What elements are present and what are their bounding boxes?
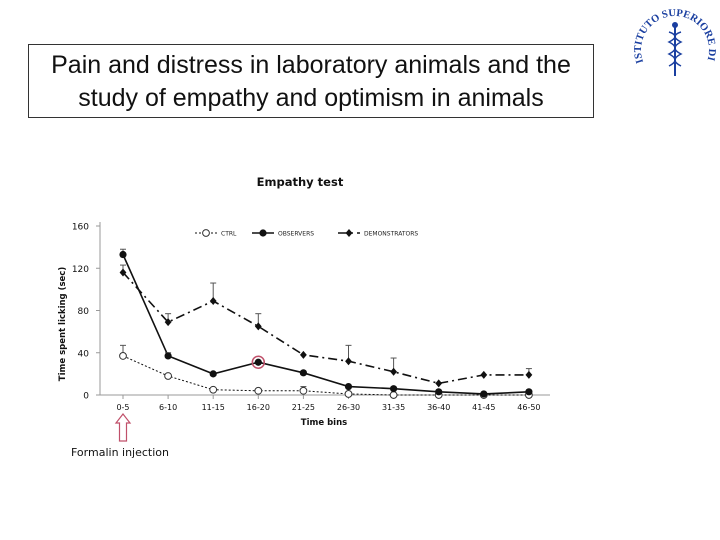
demonstrators-point	[390, 367, 397, 376]
ctrl-point	[389, 391, 398, 399]
demonstrators-point	[345, 229, 353, 237]
observers-point	[259, 229, 267, 237]
demonstrators-point	[480, 370, 488, 379]
y-tick-label: 120	[72, 265, 89, 275]
observers-point	[299, 369, 307, 377]
x-tick-label: 0-5	[116, 403, 129, 412]
observers-line	[122, 254, 529, 395]
y-tick-label: 160	[72, 223, 89, 233]
x-tick-label: 31-35	[382, 403, 405, 412]
y-axis-label: Time spent licking (sec)	[58, 267, 68, 382]
demonstrators-point	[525, 370, 533, 379]
x-tick-label: 36-40	[427, 403, 450, 412]
legend-marker-observers	[259, 229, 267, 237]
highlight-ring	[251, 355, 266, 370]
demonstrators-point	[209, 296, 217, 305]
ctrl-point	[299, 386, 308, 395]
observers-point	[480, 390, 488, 398]
logo-seal: ISTITUTO SUPERIORE DI SANITÀ	[632, 2, 717, 76]
x-tick-label: 6-10	[159, 403, 177, 412]
demonstrators-point	[435, 379, 443, 388]
x-tick-label: 11-15	[202, 403, 225, 412]
formalin-injection-label: Formalin injection	[71, 446, 170, 459]
x-tick-label: 21-25	[292, 403, 315, 412]
observers-point	[119, 250, 127, 259]
ctrl-point	[254, 386, 263, 395]
arrow-up-icon	[114, 413, 132, 442]
ctrl-point	[202, 229, 210, 237]
observers-point	[164, 352, 172, 360]
demonstrators-point	[254, 322, 262, 331]
ctrl-point	[344, 390, 353, 398]
x-tick-label: 16-20	[247, 403, 270, 412]
chart-title: Empathy test	[257, 175, 344, 189]
demonstrators-point	[300, 350, 307, 359]
demonstrators-line	[122, 271, 529, 385]
observers-point	[254, 358, 262, 366]
slide-title: Pain and distress in laboratory animals …	[51, 51, 571, 112]
demonstrators-point	[345, 357, 352, 366]
ctrl-point	[209, 385, 218, 394]
legend-marker-ctrl	[202, 229, 210, 237]
x-tick-label: 46-50	[517, 403, 540, 412]
ctrl-line	[122, 355, 529, 396]
x-tick-label: 26-30	[337, 403, 360, 412]
observers-point	[209, 370, 217, 378]
observers-point	[344, 382, 353, 391]
observers-point	[525, 388, 533, 396]
y-tick-label: 40	[78, 349, 90, 359]
x-axis-label: Time bins	[301, 418, 347, 428]
ctrl-point	[164, 372, 173, 380]
title-box	[28, 44, 594, 118]
legend-label-observers: OBSERVERS	[278, 231, 314, 238]
ctrl-point	[119, 352, 127, 360]
legend-label-demonstrators: DEMONSTRATORS	[364, 231, 418, 238]
x-tick-label: 41-45	[472, 403, 495, 412]
demonstrators-point	[164, 318, 172, 327]
legend-marker-demonstrators	[345, 229, 353, 237]
observers-point	[390, 385, 398, 393]
demonstrators-point	[119, 268, 127, 277]
observers-point	[435, 388, 443, 396]
y-tick-label: 0	[83, 392, 89, 402]
y-tick-label: 80	[78, 307, 90, 317]
legend-label-ctrl: CTRL	[221, 231, 237, 238]
caduceus-seal-icon	[667, 22, 683, 76]
